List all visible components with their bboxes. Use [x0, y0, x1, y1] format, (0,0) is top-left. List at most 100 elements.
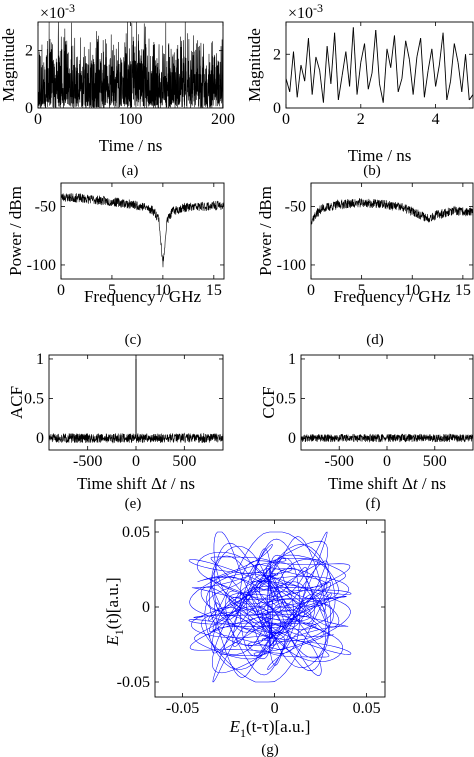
panel-g: -0.05 0 0.05 -0.05 0 0.05 E1(t)[a.u.] E1(t-τ)[a… — [103, 519, 386, 757]
b-trace-segment — [349, 27, 354, 87]
b-trace-segment — [341, 51, 347, 76]
a-ytick-label: 0 — [25, 100, 33, 117]
b-trace-segment — [465, 54, 470, 100]
d-ytick-label: -50 — [285, 198, 306, 215]
c-spectrum-trace — [61, 193, 224, 268]
b-trace-segment — [394, 35, 399, 92]
d-axes-box — [310, 182, 474, 280]
b-trace-segment — [307, 38, 313, 95]
a-xtick-label: 100 — [119, 111, 143, 128]
g-ylabel: E1(t)[a.u.] — [103, 577, 126, 646]
d-xtick-label: 10 — [404, 282, 420, 299]
b-trace-segment — [423, 70, 429, 98]
panel-e: -500 0 500 0 0.5 1 ACF Time shift Δt / ns (e) — [7, 351, 224, 512]
panel-b: 0 2 4 0 2 ×10-3 Magnitude Time / ns(b) — [245, 1, 474, 179]
b-trace-segment — [431, 48, 437, 87]
b-axes-box — [285, 21, 474, 109]
b-xtick-label: 0 — [282, 111, 290, 128]
b-trace-segment — [397, 78, 403, 93]
g-ytick-label: 0 — [142, 599, 150, 616]
b-trace-segment — [401, 40, 407, 79]
b-trace-segment — [334, 32, 339, 100]
b-trace-segment — [326, 46, 332, 84]
f-xtick-label: -500 — [325, 453, 354, 470]
g-caption: (g) — [261, 742, 279, 757]
b-trace-segment — [435, 64, 440, 87]
b-trace-segment — [352, 27, 358, 95]
c-xtick-label: 10 — [155, 282, 171, 299]
b-ylabel: Magnitude — [245, 28, 264, 102]
e-ytick-label: 0.5 — [24, 391, 44, 408]
a-ytick-label: 2 — [25, 43, 33, 60]
panel-f: -500 0 500 0 0.5 1 CCF Time shift Δt / ns (f) — [259, 351, 474, 512]
g-xlabel: E1(t-τ)[a.u.] — [229, 717, 311, 740]
b-trace-segment — [375, 30, 380, 84]
series-a-trace — [38, 22, 223, 108]
b-trace-segment — [412, 56, 418, 95]
b-trace-segment — [386, 48, 392, 68]
d-xtick-label: 5 — [358, 282, 366, 299]
f-ylabel: CCF — [259, 386, 278, 418]
g-axes-box — [154, 519, 386, 698]
c-caption: (c) — [125, 332, 142, 348]
e-xtick-label: 500 — [172, 453, 196, 470]
b-trace-segment — [450, 43, 455, 82]
c-axes-box — [60, 182, 225, 280]
d-caption: (d) — [366, 332, 384, 348]
g-xtick-label: 0 — [271, 700, 279, 717]
f-ytick-label: 0.5 — [276, 391, 296, 408]
f-ytick-label: 0 — [288, 430, 296, 447]
b-trace-segment — [405, 40, 410, 60]
e-caption: (e) — [125, 496, 142, 512]
f-xlabel: Time shift Δt / ns — [328, 474, 446, 493]
b-trace-segment — [300, 64, 306, 82]
b-y-exponent: ×10-3 — [288, 1, 323, 22]
b-trace-segment — [293, 51, 298, 98]
f-correlation-trace — [301, 433, 473, 443]
b-trace-segment — [337, 75, 343, 101]
b-trace-segment — [438, 32, 444, 66]
c-xtick-label: 15 — [206, 282, 222, 299]
b-xtick-label: 4 — [432, 111, 440, 128]
b-trace-segment — [420, 38, 425, 98]
b-trace-segment — [371, 30, 377, 74]
b-trace-segment — [322, 46, 328, 103]
f-xtick-label: 0 — [383, 453, 391, 470]
b-trace-segment — [364, 43, 369, 90]
b-trace-segment — [304, 38, 309, 82]
b-trace-segment — [289, 51, 294, 92]
b-trace-segment — [442, 32, 448, 100]
b-trace-segment — [408, 59, 414, 95]
c-xtick-label: 5 — [108, 282, 116, 299]
b-trace-segment — [457, 62, 463, 92]
e-xtick-label: 0 — [132, 453, 140, 470]
panel-a: 0 100 200 0 2 ×10-3 Magnitude Time / ns (a) — [0, 1, 235, 179]
b-trace-segment — [345, 51, 351, 87]
e-correlation-trace — [49, 432, 223, 444]
f-ytick-label: 1 — [288, 351, 296, 368]
b-ytick-label: 0 — [273, 100, 281, 117]
c-ylabel: Power / dBm — [6, 186, 25, 276]
a-caption: (a) — [122, 163, 139, 179]
g-phase-trajectory — [188, 531, 352, 683]
c-xtick-label: 0 — [57, 282, 65, 299]
e-xlabel: Time shift Δt / ns — [77, 474, 195, 493]
e-ytick-label: 0 — [36, 430, 44, 447]
b-trace-segment — [286, 78, 291, 93]
f-caption: (f) — [366, 496, 381, 512]
f-xtick-label: 500 — [423, 453, 447, 470]
d-spectrum-trace — [311, 198, 473, 225]
b-trace-segment — [319, 70, 324, 103]
a-xtick-label: 200 — [211, 111, 235, 128]
d-xtick-label: 0 — [307, 282, 315, 299]
a-xtick-label: 0 — [34, 111, 42, 128]
b-xtick-label: 2 — [357, 111, 365, 128]
b-trace-segment — [356, 62, 362, 95]
b-trace-segment — [315, 56, 321, 71]
b-trace-segment — [390, 35, 395, 68]
b-xlabel: Time / ns — [348, 146, 412, 165]
c-xlabel: Frequency / GHz — [84, 287, 202, 306]
g-ytick-label: -0.05 — [117, 674, 150, 691]
